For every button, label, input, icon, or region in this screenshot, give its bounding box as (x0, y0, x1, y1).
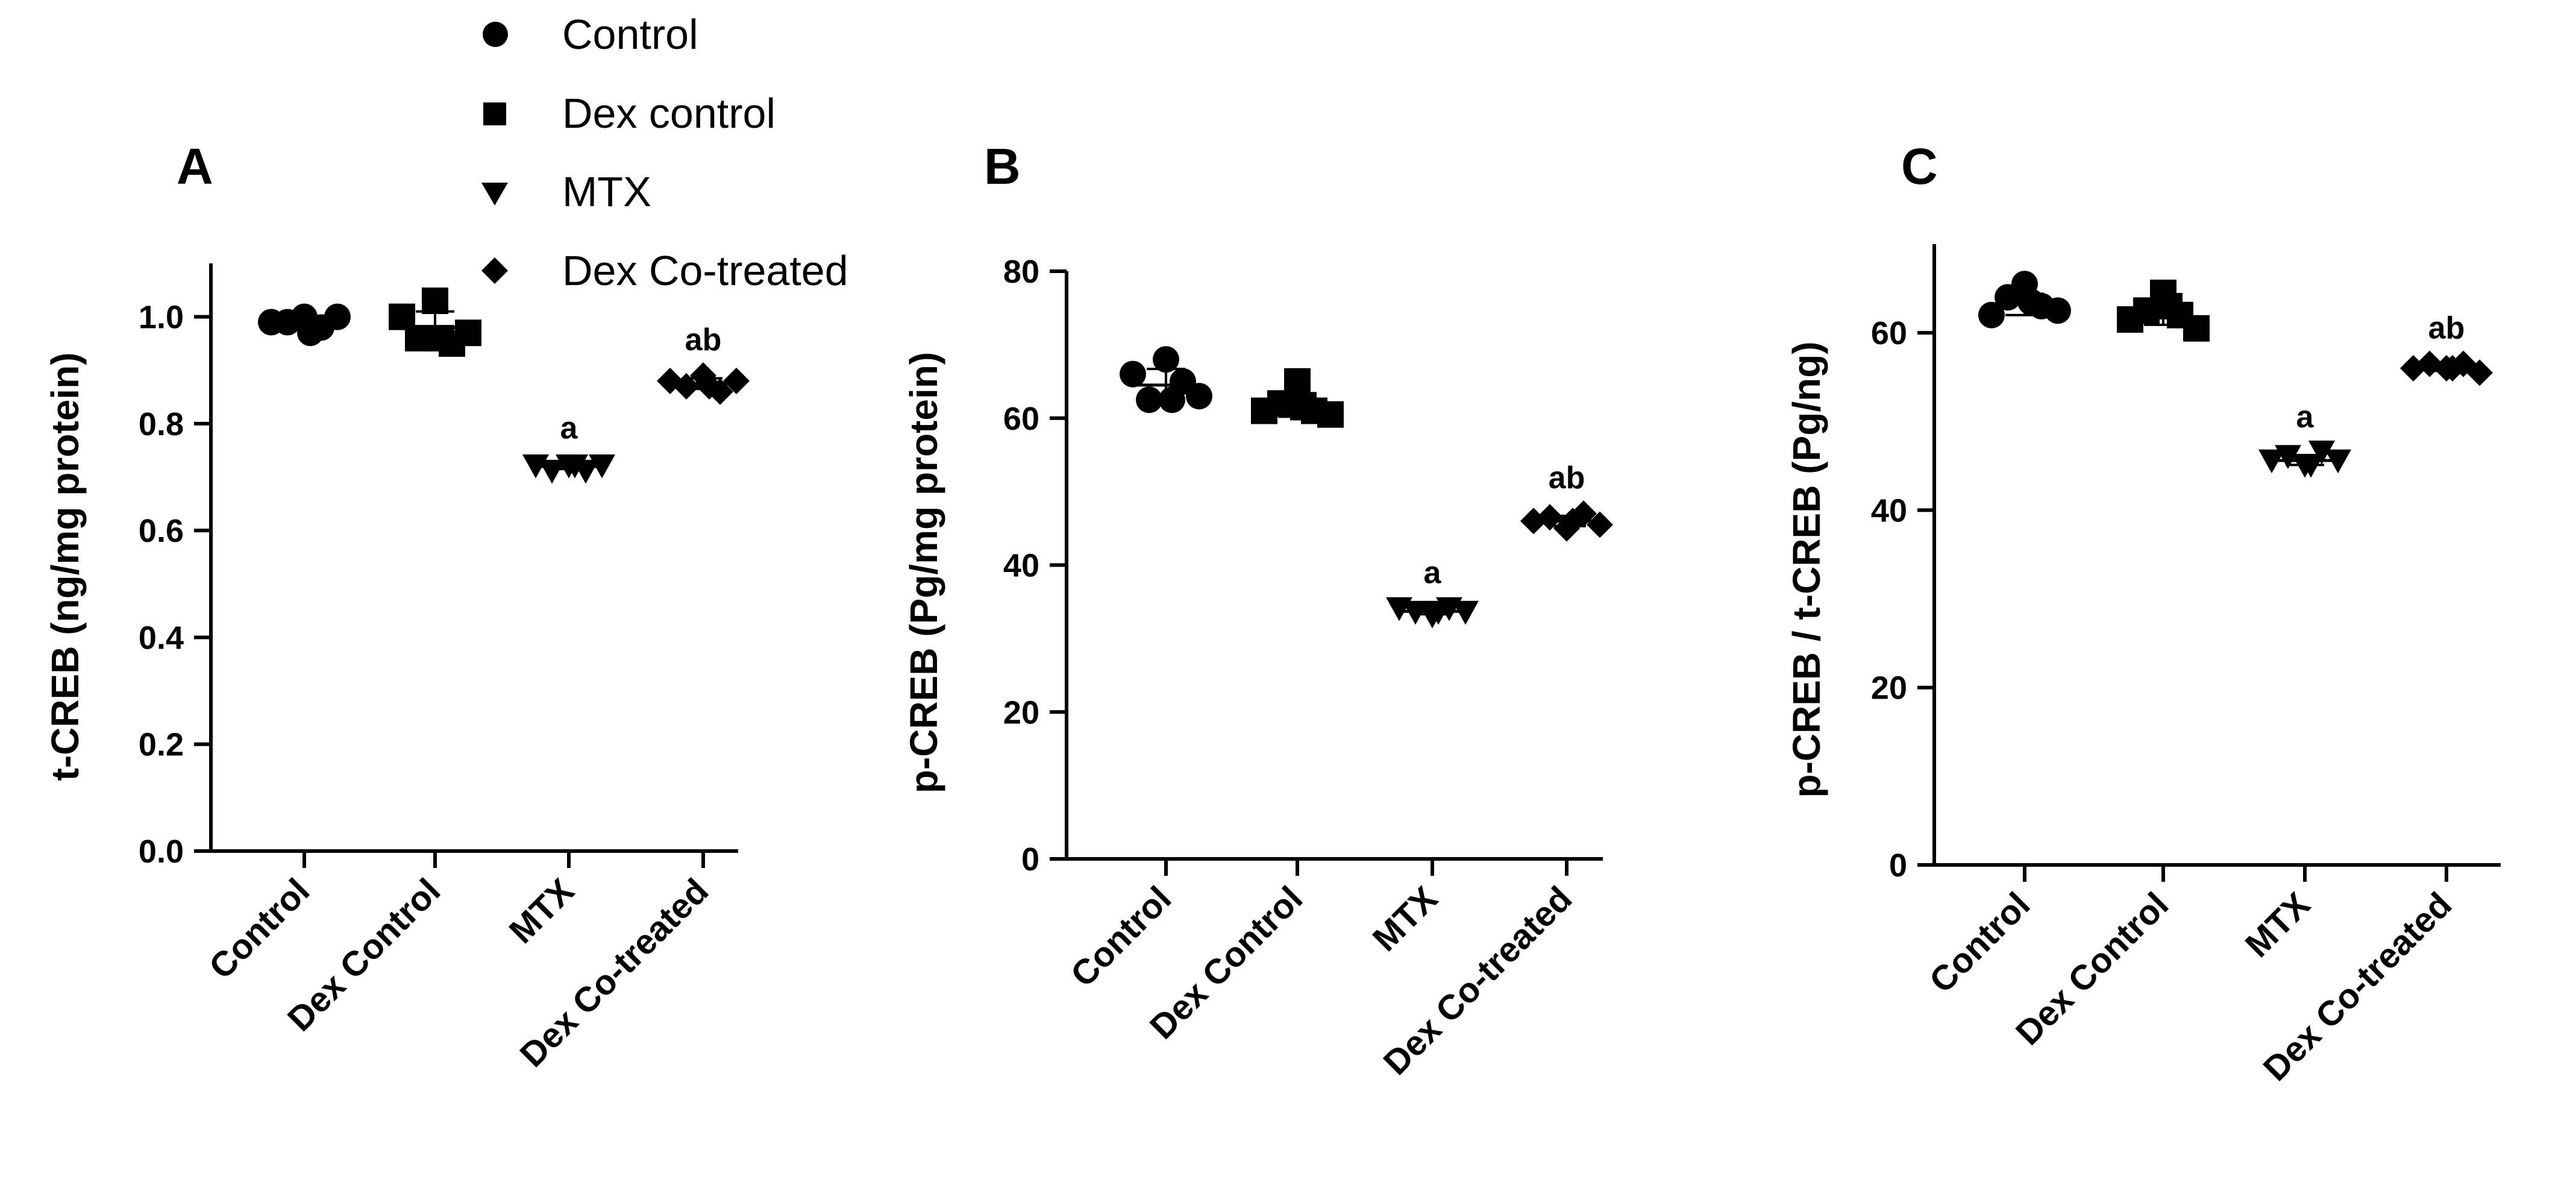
data-point (422, 288, 448, 315)
y-tick-label: 0.2 (139, 727, 184, 763)
y-axis-title: p-CREB (Pg/mg protein) (902, 352, 945, 793)
x-category-label: Control (1063, 879, 1179, 995)
data-point (1978, 301, 2005, 328)
data-point (455, 319, 481, 347)
data-point (2308, 440, 2335, 465)
y-axis-title: p-CREB / t-CREB (Pg/ng) (1785, 341, 1828, 797)
significance-label: ab (685, 322, 722, 357)
data-point (2325, 449, 2351, 474)
data-point (2466, 359, 2493, 386)
y-tick-label: 1.0 (139, 300, 184, 336)
legend-diamond-marker (481, 257, 508, 284)
data-point (1537, 504, 1563, 531)
legend-entry-control: Control (483, 11, 698, 58)
y-tick-label: 0.0 (139, 834, 184, 870)
legend-circle-marker (483, 22, 508, 47)
data-point (2258, 449, 2285, 474)
significance-label: ab (2428, 311, 2465, 346)
data-point (1120, 360, 1146, 388)
data-point (2183, 315, 2210, 342)
panel-label: C (1901, 138, 1938, 195)
panel-c: C p-CREB / t-CREB (Pg/ng) 0 20 40 60 Control… (1785, 138, 2501, 1089)
y-tick-label: 0.6 (139, 513, 184, 549)
data-point (2045, 297, 2071, 324)
legend-label-control: Control (562, 11, 698, 58)
y-tick-label: 0.4 (139, 620, 184, 656)
data-point (2017, 288, 2044, 315)
y-axis-title: t-CREB (ng/mg protein) (43, 353, 87, 781)
y-tick-label: 0 (1021, 841, 1039, 878)
significance-label: a (2296, 400, 2314, 435)
data-point (723, 368, 750, 394)
y-tick-label: 80 (1003, 254, 1039, 290)
panel-b: B p-CREB (Pg/mg protein) 0 20 40 60 80 Contro… (902, 138, 1613, 1083)
data-point (673, 372, 700, 400)
y-tick-label: 20 (1003, 694, 1039, 731)
data-point (2156, 293, 2183, 319)
legend-triangle-down-marker (481, 183, 508, 206)
legend-entry-mtx: MTX (481, 168, 651, 215)
data-point (1452, 600, 1479, 625)
legend-entry-dex-control: Dex control (483, 90, 776, 137)
data-point (1153, 346, 1179, 373)
legend-label-dex-co-treated: Dex Co-treated (562, 247, 848, 294)
data-point (1284, 368, 1311, 395)
y-tick-label: 40 (1871, 492, 1907, 529)
legend: Control Dex control MTX Dex Co-treated (481, 11, 848, 294)
data-point (589, 454, 615, 479)
significance-label: a (560, 410, 578, 445)
data-point (324, 303, 351, 330)
panel-label: A (177, 138, 213, 195)
y-tick-label: 0.8 (139, 406, 184, 442)
data-point (1587, 511, 1613, 538)
x-category-label: Control (201, 871, 317, 987)
significance-label: ab (1549, 460, 1585, 495)
y-tick-label: 40 (1003, 548, 1039, 584)
x-category-label: MTX (2238, 885, 2318, 965)
data-point (1186, 383, 1212, 410)
x-category-label: MTX (502, 871, 582, 951)
data-point (1159, 386, 1185, 413)
y-tick-label: 20 (1871, 670, 1907, 706)
legend-square-marker (483, 102, 506, 125)
panel-label: B (984, 138, 1021, 195)
y-tick-label: 60 (1003, 401, 1039, 437)
legend-label-mtx: MTX (562, 168, 651, 215)
x-category-label: MTX (1365, 879, 1446, 959)
data-point (1136, 386, 1162, 413)
x-category-label: Control (1922, 885, 2037, 1001)
y-tick-label: 60 (1871, 315, 1907, 351)
data-point (405, 325, 431, 352)
data-point (428, 325, 454, 352)
legend-entry-dex-co-treated: Dex Co-treated (481, 247, 848, 294)
y-tick-label: 0 (1889, 847, 1907, 884)
significance-label: a (1424, 555, 1442, 590)
legend-label-dex-control: Dex control (562, 90, 776, 137)
